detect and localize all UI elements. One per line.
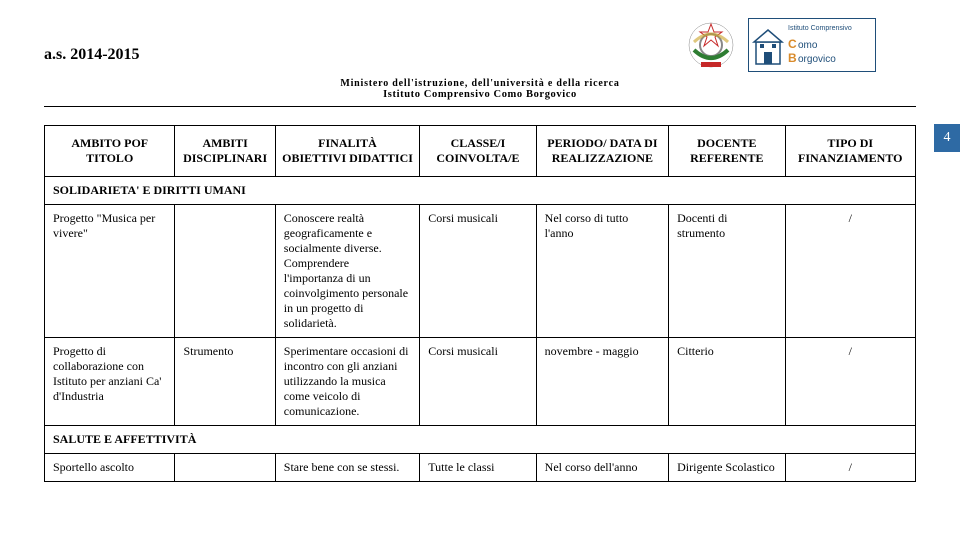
- cell-titolo: Sportello ascolto: [45, 454, 175, 482]
- svg-text:C: C: [788, 37, 797, 51]
- section-row-salute: SALUTE E AFFETTIVITÀ: [45, 426, 916, 454]
- section-title: SALUTE E AFFETTIVITÀ: [45, 426, 916, 454]
- cell-docente: Docenti di strumento: [669, 205, 785, 338]
- col-header-finalita: FINALITÀ OBIETTIVI DIDATTICI: [275, 126, 419, 177]
- col-header-text: TIPO DI FINANZIAMENTO: [798, 136, 902, 165]
- ministry-line-1: Ministero dell'istruzione, dell'universi…: [44, 78, 916, 89]
- cell-finalita: Sperimentare occasioni di incontro con g…: [275, 338, 419, 426]
- header: a.s. 2014-2015 Istituto Comprensiv: [44, 18, 916, 72]
- col-header-ambito-pof: AMBITO POF TITOLO: [45, 126, 175, 177]
- col-header-tipo-finanziamento: TIPO DI FINANZIAMENTO: [785, 126, 916, 177]
- svg-text:B: B: [788, 51, 797, 65]
- cell-ambiti: Strumento: [175, 338, 275, 426]
- table-row: Progetto di collaborazione con Istituto …: [45, 338, 916, 426]
- col-header-docente: DOCENTE REFERENTE: [669, 126, 785, 177]
- cell-ambiti: [175, 454, 275, 482]
- col-header-text: PERIODO/ DATA DI REALIZZAZIONE: [547, 136, 657, 165]
- pof-table: AMBITO POF TITOLO AMBITI DISCIPLINARI FI…: [44, 125, 916, 482]
- italy-emblem-icon: [684, 18, 738, 72]
- cell-classe: Corsi musicali: [420, 338, 536, 426]
- cell-periodo: Nel corso di tutto l'anno: [536, 205, 668, 338]
- section-title: SOLIDARIETA' E DIRITTI UMANI: [45, 177, 916, 205]
- col-header-text: CLASSE/I COINVOLTA/E: [436, 136, 519, 165]
- svg-text:Istituto Comprensivo: Istituto Comprensivo: [788, 25, 852, 32]
- cell-classe: Corsi musicali: [420, 205, 536, 338]
- svg-text:omo: omo: [798, 40, 818, 51]
- ministry-line-2: Istituto Comprensivo Como Borgovico: [44, 89, 916, 100]
- cell-finalita: Conoscere realtà geograficamente e socia…: [275, 205, 419, 338]
- table-row: Progetto "Musica per vivere" Conoscere r…: [45, 205, 916, 338]
- col-header-text: AMBITI DISCIPLINARI: [183, 136, 267, 165]
- academic-year-title: a.s. 2014-2015: [44, 18, 140, 64]
- logo-block: Istituto Comprensivo C omo B orgovico: [684, 18, 876, 72]
- cell-docente: Dirigente Scolastico: [669, 454, 785, 482]
- ministry-block: Ministero dell'istruzione, dell'universi…: [44, 78, 916, 100]
- table-header-row: AMBITO POF TITOLO AMBITI DISCIPLINARI FI…: [45, 126, 916, 177]
- col-header-periodo: PERIODO/ DATA DI REALIZZAZIONE: [536, 126, 668, 177]
- cell-docente: Citterio: [669, 338, 785, 426]
- cell-finanziamento: /: [785, 454, 916, 482]
- page-number-badge: 4: [934, 124, 960, 152]
- table-row: Sportello ascolto Stare bene con se stes…: [45, 454, 916, 482]
- school-logo-icon: Istituto Comprensivo C omo B orgovico: [748, 18, 876, 72]
- col-header-text: DOCENTE REFERENTE: [690, 136, 763, 165]
- cell-titolo: Progetto "Musica per vivere": [45, 205, 175, 338]
- cell-periodo: Nel corso dell'anno: [536, 454, 668, 482]
- cell-classe: Tutte le classi: [420, 454, 536, 482]
- cell-finanziamento: /: [785, 205, 916, 338]
- cell-finanziamento: /: [785, 338, 916, 426]
- col-header-text: FINALITÀ OBIETTIVI DIDATTICI: [282, 136, 413, 165]
- cell-periodo: novembre - maggio: [536, 338, 668, 426]
- header-divider: [44, 106, 916, 107]
- col-header-ambiti-disciplinari: AMBITI DISCIPLINARI: [175, 126, 275, 177]
- section-row-solidarieta: SOLIDARIETA' E DIRITTI UMANI: [45, 177, 916, 205]
- col-header-text: AMBITO POF TITOLO: [71, 136, 148, 165]
- col-header-classe: CLASSE/I COINVOLTA/E: [420, 126, 536, 177]
- svg-text:orgovico: orgovico: [798, 54, 836, 65]
- cell-finalita: Stare bene con se stessi.: [275, 454, 419, 482]
- cell-titolo: Progetto di collaborazione con Istituto …: [45, 338, 175, 426]
- page-root: a.s. 2014-2015 Istituto Comprensiv: [0, 0, 960, 545]
- cell-ambiti: [175, 205, 275, 338]
